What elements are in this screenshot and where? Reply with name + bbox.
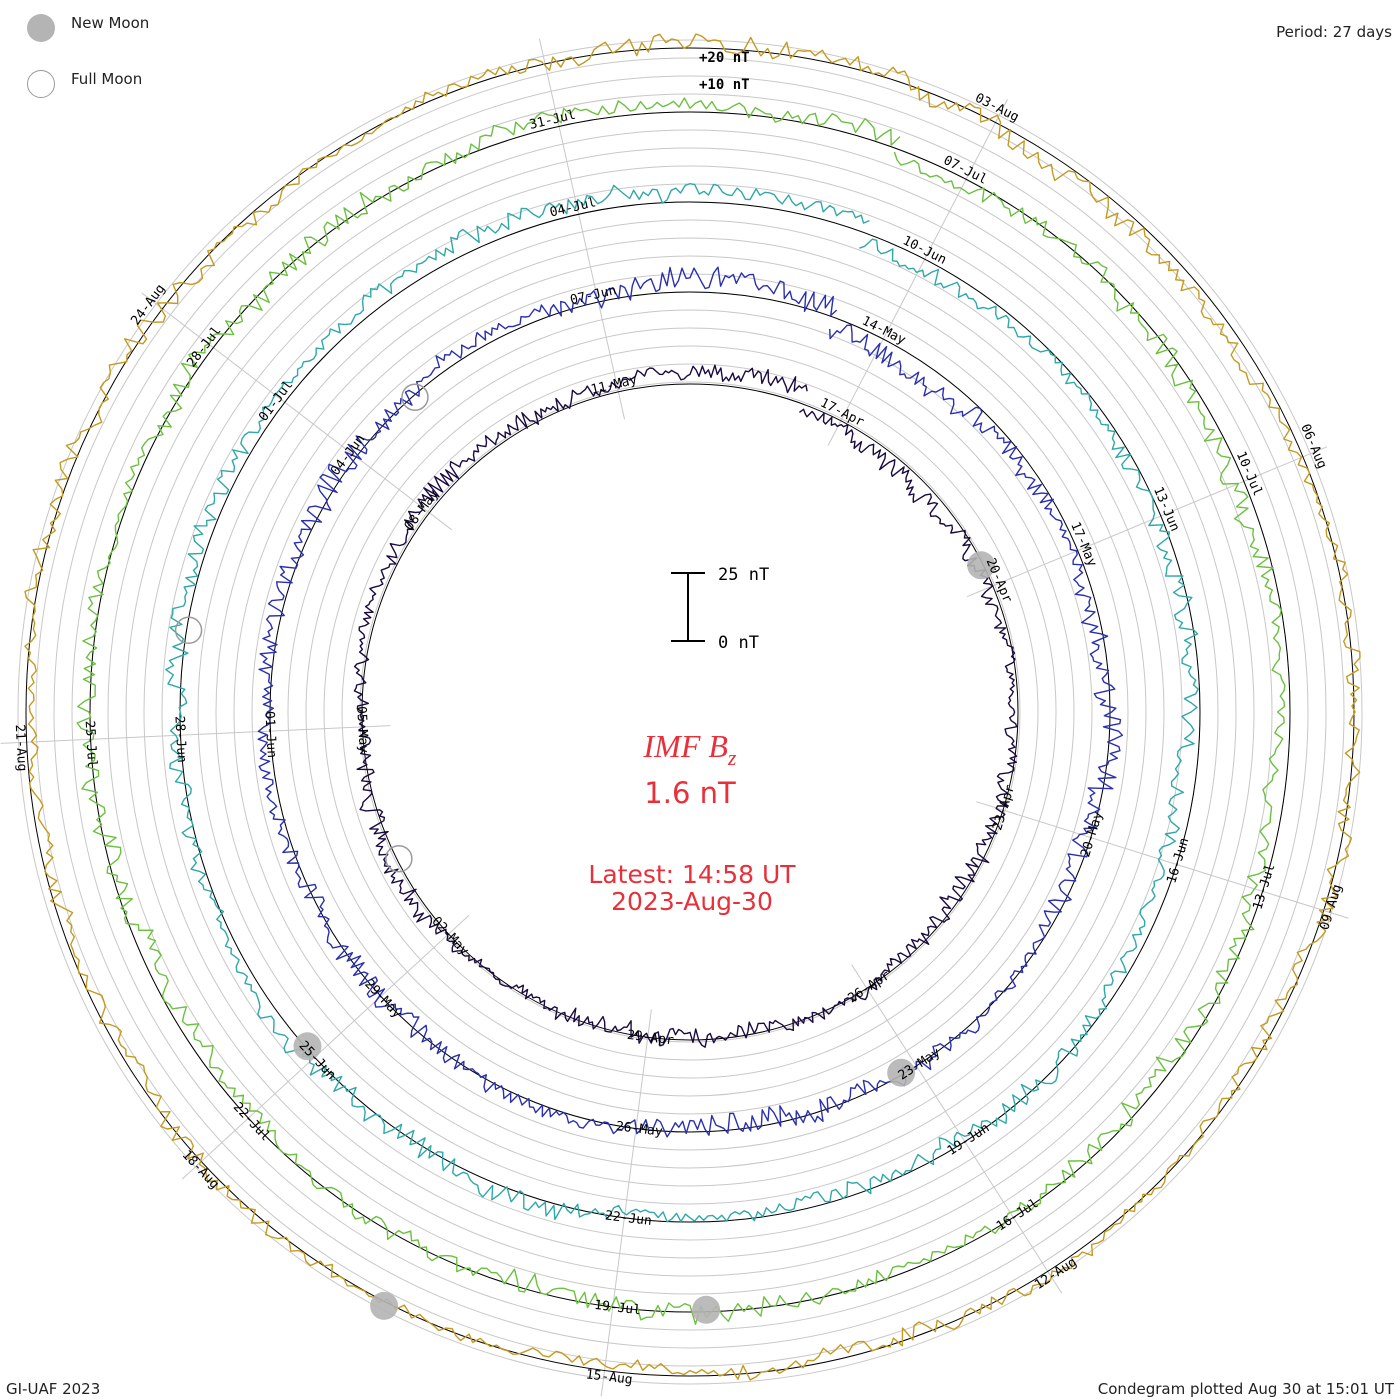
latest-date: 2023-Aug-30: [611, 887, 773, 916]
date-label: 31-Jul: [528, 108, 577, 133]
zero-line-turn-5: [25, 47, 1355, 1377]
offset-label-10: +10 nT: [699, 77, 750, 93]
grid-circle: [359, 381, 1021, 1043]
grid-layer: [0, 38, 1363, 1397]
grid-circle: [233, 255, 1147, 1169]
date-label: 28-Jul: [184, 324, 224, 371]
full-moon-marker: [385, 844, 413, 873]
trace-turn-5: [24, 33, 1361, 1381]
grid-circle: [161, 183, 1219, 1241]
full-moon-icon: [27, 70, 55, 98]
center-readout: IMF Bz 1.6 nT Latest: 14:58 UT 2023-Aug-…: [588, 728, 796, 916]
grid-spoke: [0, 725, 391, 744]
full-moon-marker: [174, 616, 203, 645]
date-label: 28-Jun: [171, 715, 189, 763]
trace-turn-2: [257, 266, 1124, 1138]
grid-circle: [17, 39, 1363, 1385]
grid-circle: [323, 345, 1057, 1079]
grid-spoke: [966, 446, 1328, 598]
legend-new-moon-label: New Moon: [71, 14, 150, 32]
grid-circle: [251, 273, 1129, 1151]
grid-spoke: [976, 801, 1349, 919]
parameter-name: IMF Bz: [643, 728, 737, 770]
date-label: 15-Aug: [585, 1367, 633, 1388]
trace-layer: [24, 33, 1361, 1381]
grid-spoke: [141, 292, 452, 531]
date-label: 25-Jul: [82, 720, 100, 768]
grid-circle: [197, 219, 1183, 1205]
date-label: 09-Aug: [1317, 883, 1345, 932]
date-label: 06-Aug: [1297, 422, 1329, 471]
parameter-subscript: z: [727, 745, 737, 770]
date-label: 19-Jun: [945, 1121, 993, 1159]
grid-circle: [305, 327, 1075, 1097]
full-moon-marker: [401, 383, 429, 411]
grid-spoke: [181, 914, 470, 1180]
scale-top-label: 25 nT: [718, 565, 769, 585]
date-label: 26-Apr: [845, 968, 893, 1006]
new-moon-marker: [967, 551, 996, 580]
grid-circle: [143, 165, 1237, 1259]
new-moon-marker: [293, 1032, 322, 1061]
grid-circle: [215, 237, 1165, 1187]
date-label: 22-Jun: [604, 1209, 652, 1230]
parameter-main: IMF B: [643, 728, 728, 764]
date-label: 04-Jul: [548, 195, 597, 220]
date-label: 21-Aug: [12, 724, 30, 772]
date-label: 16-Jul: [994, 1196, 1042, 1234]
zero-line-turn-2: [269, 291, 1111, 1133]
date-label: 04-Jun: [328, 432, 368, 479]
moon-layer: [174, 383, 996, 1324]
grid-circle: [341, 363, 1039, 1061]
grid-circle: [287, 309, 1093, 1115]
trace-turn-1: [353, 364, 1018, 1048]
date-label: 01-Jun: [261, 711, 279, 759]
grid-circle: [107, 129, 1273, 1295]
period-label: Period: 27 days: [1276, 23, 1392, 41]
date-label: 02-May: [428, 914, 471, 959]
grid-circle: [35, 57, 1345, 1367]
scale-bottom-label: 0 nT: [718, 633, 759, 653]
new-moon-icon: [27, 14, 55, 42]
trace-turn-3: [165, 182, 1199, 1223]
date-label: 29-May: [361, 977, 404, 1022]
date-label: 12-Aug: [1032, 1255, 1080, 1293]
grid-spoke: [851, 964, 1063, 1294]
new-moon-marker: [370, 1291, 399, 1320]
grid-spoke: [600, 1009, 652, 1397]
grid-circle: [71, 93, 1309, 1331]
date-label: 26-May: [615, 1119, 664, 1140]
offset-label-20: +20 nT: [699, 50, 750, 66]
date-label: 05-May: [353, 706, 371, 754]
grid-circle: [125, 147, 1255, 1277]
latest-time: Latest: 14:58 UT: [588, 860, 796, 889]
date-label: 13-Jul: [1250, 862, 1278, 911]
date-label: 07-Jun: [569, 283, 618, 308]
current-value: 1.6 nT: [644, 776, 736, 810]
date-label: 29-Apr: [626, 1028, 675, 1049]
zero-line-turn-4: [89, 111, 1291, 1313]
grid-spoke: [538, 38, 626, 420]
scale-bar: 25 nT 0 nT: [671, 565, 769, 653]
new-moon-marker: [692, 1295, 721, 1324]
date-label: 08-May: [402, 487, 442, 534]
trace-turn-4: [76, 97, 1286, 1325]
grid-circle: [53, 75, 1327, 1349]
date-label: 16-Jun: [1164, 836, 1192, 885]
legend-full-moon-label: Full Moon: [71, 70, 143, 88]
credit-label: GI-UAF 2023: [6, 1380, 101, 1398]
new-moon-marker: [887, 1058, 916, 1087]
plotted-label: Condegram plotted Aug 30 at 15:01 UT: [1097, 1380, 1394, 1398]
date-label: 19-Jul: [593, 1298, 641, 1319]
